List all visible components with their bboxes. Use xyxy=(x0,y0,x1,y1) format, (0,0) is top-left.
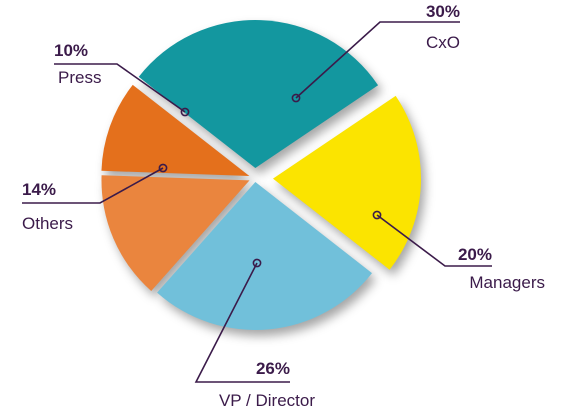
label-group-vp-director: 26% VP / Director xyxy=(194,258,315,410)
data-label-others-name: Others xyxy=(22,214,73,233)
leader-line-managers xyxy=(376,214,492,267)
leader-line-cxo xyxy=(295,21,460,99)
data-label-others-value: 14% xyxy=(22,180,56,199)
data-label-managers-value: 20% xyxy=(458,245,492,264)
leader-dot-cxo xyxy=(291,93,301,103)
slice-press xyxy=(101,84,250,176)
leader-dot-others xyxy=(158,163,168,173)
slice-labels: 30% CxO 20% Managers 26% VP / Director 14% Othe… xyxy=(22,2,545,410)
slice-managers xyxy=(272,95,421,270)
data-label-cxo-value: 30% xyxy=(426,2,460,21)
pie-slices xyxy=(101,20,421,330)
leader-dot-vp-director xyxy=(252,258,262,268)
label-group-others: 14% Others xyxy=(22,163,168,233)
data-label-managers-name: Managers xyxy=(469,273,545,292)
data-label-cxo-name: CxO xyxy=(426,33,460,52)
leader-dot-press xyxy=(180,107,190,117)
slice-others xyxy=(101,175,250,292)
slice-cxo xyxy=(138,20,379,169)
data-label-vp-director-value: 26% xyxy=(256,359,290,378)
label-group-cxo: 30% CxO xyxy=(291,2,460,103)
slice-vp-director xyxy=(157,181,372,330)
label-group-press: 10% Press xyxy=(54,41,190,117)
label-group-managers: 20% Managers xyxy=(372,210,545,292)
data-label-vp-director-name: VP / Director xyxy=(219,391,315,410)
leader-dot-managers xyxy=(372,210,382,220)
data-label-press-name: Press xyxy=(58,68,101,87)
leader-line-vp-director xyxy=(194,262,290,383)
leader-line-press xyxy=(54,63,186,113)
data-label-press-value: 10% xyxy=(54,41,88,60)
leader-line-others xyxy=(22,167,164,204)
